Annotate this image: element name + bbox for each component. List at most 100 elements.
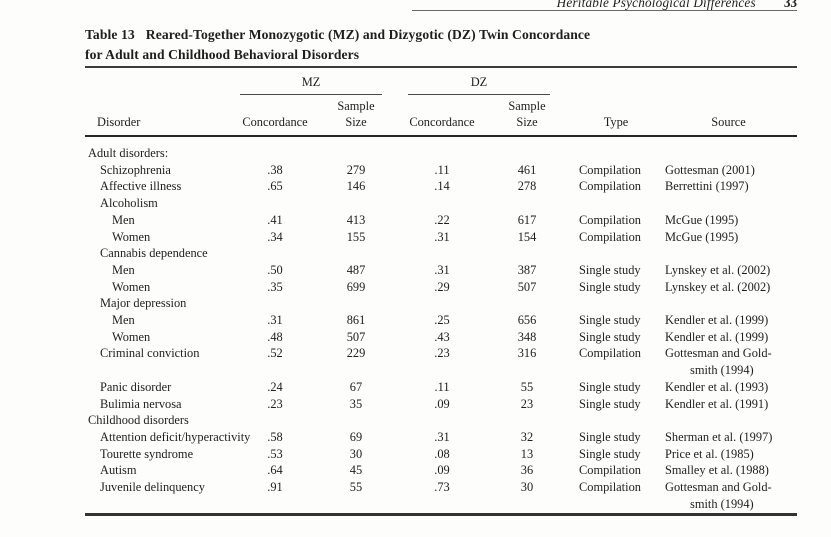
source-line: Gottesman and Gold- (665, 346, 772, 361)
table-title-text: Reared-Together Monozygotic (MZ) and Diz… (145, 27, 591, 42)
type-cell: Single study (579, 329, 641, 344)
disorder-cell: Criminal conviction (100, 346, 200, 361)
dz-sample-size-cell (482, 145, 572, 162)
disorder-cell: Men (112, 262, 135, 277)
disorder-cell: Men (112, 212, 135, 227)
mz-concordance-cell (240, 295, 310, 312)
table-row: Autism .64 45 .09 36 Compilation Smalley et al… (85, 462, 797, 479)
mz-sample-size-cell: 229 (346, 346, 366, 361)
mz-sample-size-cell: 699 (346, 279, 366, 294)
column-header-source: Source (711, 114, 746, 129)
mz-concordance-cell: .34 (267, 229, 283, 244)
column-header-dz-sample-size: Sample Size (482, 95, 572, 135)
dz-sample-size-cell: 30 (520, 480, 534, 495)
dz-sample-size-cell: 316 (517, 346, 537, 361)
type-cell: Single study (579, 429, 641, 444)
mz-sample-size-cell (310, 145, 402, 162)
mz-sample-label-line2: Size (345, 114, 367, 129)
group-header-row: MZ DZ (85, 70, 797, 95)
mz-concordance-cell: .35 (267, 279, 283, 294)
source-line: Gottesman (2001) (665, 162, 755, 177)
table-row: Tourette syndrome .53 30 .08 13 Single study P… (85, 446, 797, 463)
mz-sample-size-cell: 507 (346, 329, 366, 344)
dz-concordance-cell: .31 (434, 429, 450, 444)
disorder-cell: Major depression (100, 296, 187, 311)
source-cell: McGue (1995) (660, 212, 797, 229)
disorder-cell: Bulimia nervosa (100, 396, 182, 411)
table-row: Women .48 507 .43 348 Single study Kendler et … (85, 329, 797, 346)
mz-sample-size-cell: 45 (349, 463, 363, 478)
source-cell: Kendler et al. (1993) (660, 379, 797, 396)
column-header-disorder: Disorder (97, 114, 141, 129)
mz-sample-size-cell: 30 (349, 446, 363, 461)
source-cell: Gottesman and Gold-smith (1994) (660, 345, 797, 378)
table-row: Men .41 413 .22 617 Compilation McGue (1995) (85, 212, 797, 229)
mz-concordance-cell: .53 (267, 446, 283, 461)
source-cell: Price et al. (1985) (660, 446, 797, 463)
source-cell: McGue (1995) (660, 229, 797, 246)
dz-concordance-cell: .08 (434, 446, 450, 461)
column-header-dz-concordance: Concordance (409, 114, 475, 129)
dz-concordance-cell: .09 (434, 396, 450, 411)
disorder-cell: Women (112, 279, 151, 294)
type-cell (572, 412, 660, 429)
table-top-rule (85, 66, 797, 68)
group-header-dz: DZ (408, 70, 550, 95)
mz-concordance-cell: .91 (267, 480, 283, 495)
mz-sample-size-cell: 861 (346, 313, 366, 328)
source-line: Smalley et al. (1988) (665, 463, 769, 478)
table-row: Criminal conviction .52 229 .23 316 Compilati… (85, 345, 797, 378)
dz-sample-label-line1: Sample (508, 99, 546, 113)
mz-concordance-cell (240, 195, 310, 212)
dz-sample-size-cell: 617 (517, 212, 537, 227)
disorder-cell: Schizophrenia (100, 162, 171, 177)
dz-sample-size-cell: 23 (520, 396, 534, 411)
source-line: smith (1994) (690, 363, 754, 378)
type-cell (572, 245, 660, 262)
disorder-cell: Alcoholism (100, 196, 158, 211)
type-cell: Single study (579, 396, 641, 411)
source-cell: Lynskey et al. (2002) (660, 262, 797, 279)
source-cell (660, 245, 797, 262)
type-cell: Compilation (579, 229, 641, 244)
source-cell: Sherman et al. (1997) (660, 429, 797, 446)
dz-concordance-cell: .43 (434, 329, 450, 344)
table-row: Attention deficit/hyperactivity .58 69 .31 3… (85, 429, 797, 446)
dz-sample-size-cell: 154 (517, 229, 537, 244)
type-cell: Single study (579, 279, 641, 294)
disorder-cell: Autism (100, 463, 137, 478)
mz-sample-size-cell: 487 (346, 262, 366, 277)
dz-sample-size-cell (482, 245, 572, 262)
source-line: Sherman et al. (1997) (665, 429, 773, 444)
mz-concordance-cell: .52 (267, 346, 283, 361)
dz-sample-label-line2: Size (516, 114, 538, 129)
table-title: Table 13 Reared-Together Monozygotic (MZ)… (85, 25, 805, 64)
source-line: McGue (1995) (665, 229, 739, 244)
mz-sample-size-cell: 155 (346, 229, 366, 244)
source-cell (660, 195, 797, 212)
mz-sample-size-cell (310, 195, 402, 212)
mz-concordance-cell: .31 (267, 313, 283, 328)
source-line: Lynskey et al. (2002) (665, 262, 771, 277)
column-header-type: Type (603, 114, 629, 129)
table-row: Adult disorders: (85, 145, 797, 162)
mz-concordance-cell (240, 145, 310, 162)
table-row: Affective illness .65 146 .14 278 Compilation… (85, 178, 797, 195)
disorder-cell: Juvenile delinquency (100, 480, 205, 495)
table-body: Adult disorders: Schizophrenia .38 279 .11 46… (85, 137, 797, 512)
mz-concordance-cell: .24 (267, 379, 283, 394)
dz-concordance-cell: .25 (434, 313, 450, 328)
mz-concordance-cell: .58 (267, 429, 283, 444)
table-bottom-rule (85, 513, 797, 516)
table-row: Cannabis dependence (85, 245, 797, 262)
dz-sample-size-cell: 461 (517, 162, 537, 177)
table-row: Panic disorder .24 67 .11 55 Single study Kend… (85, 379, 797, 396)
type-cell (572, 195, 660, 212)
table-row: Women .34 155 .31 154 Compilation McGue (1995) (85, 229, 797, 246)
disorder-cell: Cannabis dependence (100, 246, 208, 261)
source-line: Lynskey et al. (2002) (665, 279, 771, 294)
source-cell: Kendler et al. (1999) (660, 329, 797, 346)
source-cell (660, 412, 797, 429)
mz-sample-label-line1: Sample (337, 99, 375, 113)
dz-concordance-cell (402, 245, 482, 262)
